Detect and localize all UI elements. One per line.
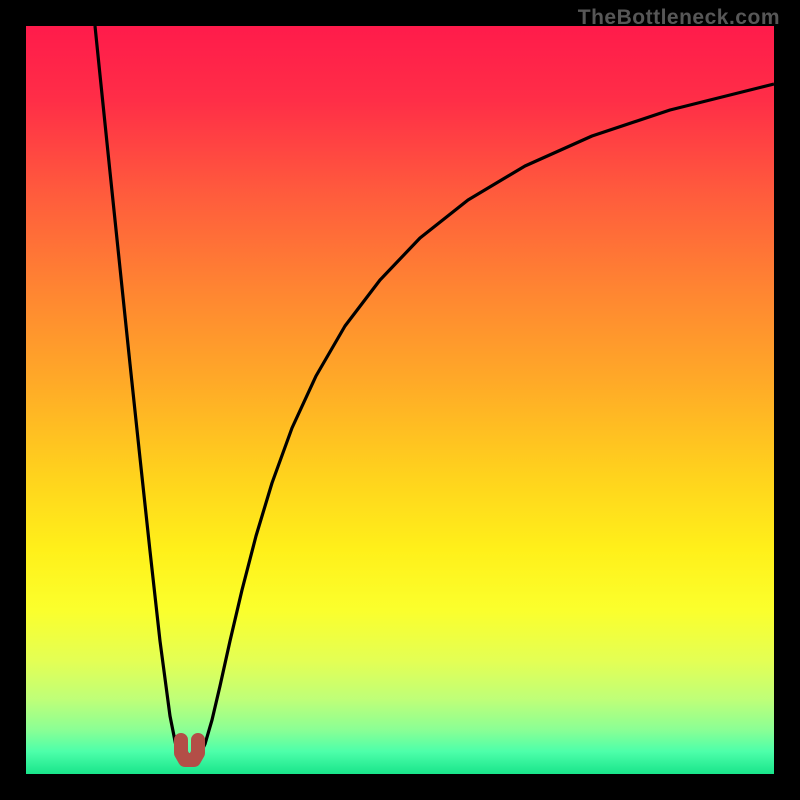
chart-background <box>26 26 774 774</box>
bottleneck-chart <box>0 0 800 800</box>
watermark-text: TheBottleneck.com <box>578 6 780 30</box>
chart-frame: TheBottleneck.com <box>0 0 800 800</box>
